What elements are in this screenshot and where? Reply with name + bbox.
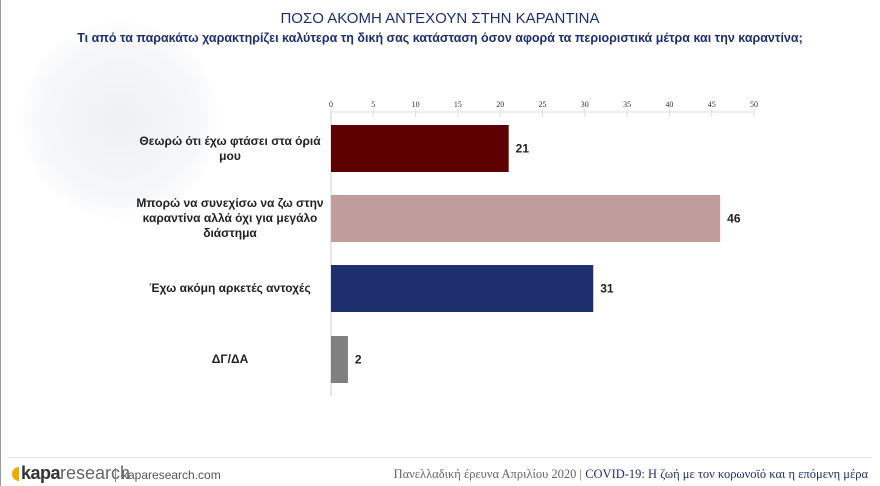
footer-divider — [8, 457, 872, 458]
category-label: ΔΓ/ΔΑ — [211, 352, 249, 366]
bar — [331, 125, 509, 172]
data-label: 21 — [516, 142, 530, 156]
data-label: 2 — [355, 353, 362, 367]
chart-title: ΠΟΣΟ ΑΚΟΜΗ ΑΝΤΕΧΟΥΝ ΣΤΗΝ ΚΑΡΑΝΤΙΝΑ — [280, 10, 600, 27]
x-tick-label: 25 — [539, 100, 547, 109]
bar — [331, 265, 594, 312]
x-tick-label: 45 — [708, 100, 716, 109]
website-link[interactable]: kaparesearch.com — [115, 468, 221, 482]
data-label: 31 — [600, 282, 614, 296]
category-label: Έχω ακόμη αρκετές αντοχές — [149, 281, 311, 295]
x-tick-label: 50 — [750, 100, 758, 109]
x-tick-label: 0 — [329, 100, 333, 109]
virus-background-image — [20, 20, 220, 220]
x-tick-label: 40 — [665, 100, 673, 109]
bar — [331, 195, 721, 242]
left-border — [0, 0, 1, 486]
bar — [331, 336, 348, 383]
chart-subtitle: Τι από τα παρακάτω χαρακτηρίζει καλύτερα… — [77, 31, 803, 45]
x-tick-label: 15 — [454, 100, 462, 109]
x-tick-label: 10 — [412, 100, 420, 109]
x-tick-label: 5 — [371, 100, 375, 109]
x-tick-label: 20 — [496, 100, 504, 109]
survey-caption: Πανελλαδική έρευνα Απριλίου 2020 | COVID… — [393, 467, 868, 481]
category-label: Μπορώ να συνεχίσω να ζω στην καραντίνα α… — [136, 196, 324, 240]
x-tick-label: 35 — [623, 100, 631, 109]
category-label: Θεωρώ ότι έχω φτάσει στα όριά μου — [139, 133, 321, 163]
data-label: 46 — [727, 212, 741, 226]
kapa-research-logo: kapa research — [12, 463, 130, 484]
x-tick-label: 30 — [581, 100, 589, 109]
